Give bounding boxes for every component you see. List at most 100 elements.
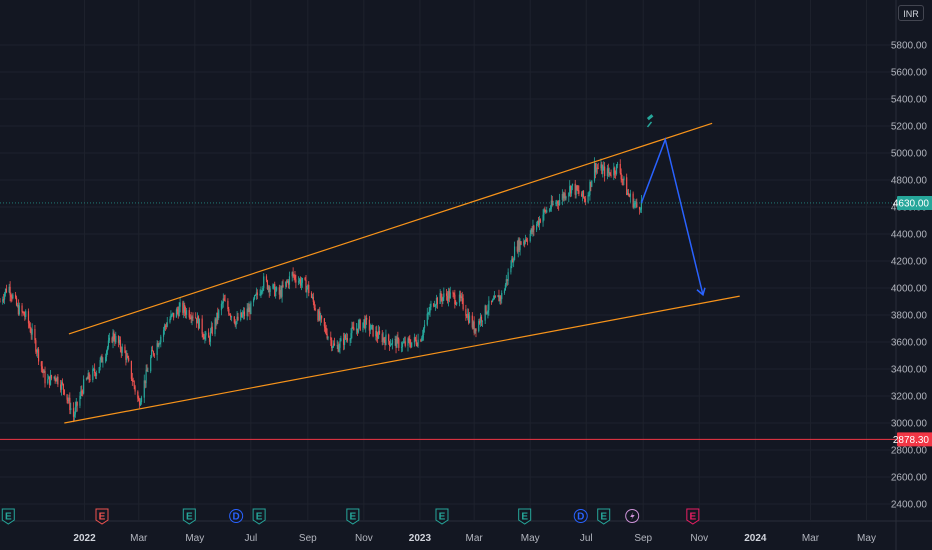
candle-body bbox=[23, 312, 25, 316]
event-earnings-icon[interactable]: E bbox=[95, 508, 109, 525]
event-earnings-icon[interactable]: E bbox=[346, 508, 360, 525]
candle-body bbox=[301, 277, 303, 283]
candle-body bbox=[375, 331, 377, 337]
price-axis[interactable]: 5800.00 5600.00 5400.00 5200.00 5000.00 4800.… bbox=[891, 41, 928, 511]
candle-body bbox=[67, 399, 69, 401]
candle-body bbox=[369, 329, 371, 331]
candle-body bbox=[312, 296, 314, 302]
candle-body bbox=[60, 382, 63, 390]
candle-body bbox=[75, 401, 77, 408]
candle-body bbox=[286, 281, 288, 283]
candle-body bbox=[397, 337, 399, 340]
candle-body bbox=[462, 298, 464, 310]
candle-body bbox=[523, 241, 525, 245]
candle-body bbox=[288, 276, 291, 285]
event-earnings-icon[interactable]: E bbox=[252, 508, 266, 525]
candle-body bbox=[273, 284, 275, 286]
event-earnings-icon[interactable]: E bbox=[435, 508, 449, 525]
candle-body bbox=[601, 164, 603, 174]
candle-body bbox=[537, 221, 540, 226]
candle-body bbox=[28, 323, 31, 327]
candle-body bbox=[196, 316, 199, 324]
event-badge-letter: D bbox=[233, 512, 240, 523]
candle-body bbox=[18, 305, 20, 315]
candle-body bbox=[83, 379, 85, 394]
candle-body bbox=[517, 239, 519, 252]
candle-body bbox=[426, 313, 428, 325]
candle-body bbox=[263, 276, 265, 288]
candle-body bbox=[442, 297, 444, 302]
candle-body bbox=[414, 337, 416, 340]
currency-label[interactable]: INR bbox=[898, 5, 924, 21]
candle-body bbox=[557, 201, 559, 204]
candle-body bbox=[590, 181, 592, 187]
lightning-glyph bbox=[630, 512, 635, 520]
candle-body bbox=[356, 328, 359, 333]
candle-body bbox=[94, 368, 96, 373]
channel-upper-line[interactable] bbox=[68, 122, 713, 335]
candle-body bbox=[633, 203, 635, 208]
candle-body bbox=[291, 272, 293, 277]
candle-body bbox=[622, 179, 624, 181]
candle-body bbox=[262, 287, 264, 292]
time-tick-label: Jul bbox=[580, 533, 593, 544]
event-badge-shape bbox=[597, 508, 611, 525]
candle-body bbox=[281, 285, 283, 297]
event-split-icon[interactable] bbox=[625, 509, 640, 523]
candle-body bbox=[344, 335, 347, 339]
candle-body bbox=[198, 318, 200, 329]
candle-body bbox=[501, 293, 503, 300]
candle-body bbox=[391, 340, 393, 345]
candle-body bbox=[589, 181, 591, 195]
candle-body bbox=[132, 380, 134, 382]
candle-body bbox=[99, 360, 101, 368]
pin-marker-icon[interactable] bbox=[646, 114, 654, 128]
event-earnings-icon[interactable]: E bbox=[597, 508, 611, 525]
candle-body bbox=[133, 381, 135, 387]
candle-body bbox=[279, 290, 281, 295]
candle-body bbox=[604, 166, 606, 177]
candle-body bbox=[600, 164, 602, 169]
event-earnings-icon[interactable]: E bbox=[1, 508, 15, 525]
candle-body bbox=[249, 307, 251, 315]
event-earnings-icon[interactable]: E bbox=[182, 508, 196, 525]
candle-body bbox=[607, 168, 609, 173]
event-dividend-icon[interactable]: D bbox=[229, 509, 244, 523]
time-axis[interactable]: 2022 Mar May Jul Sep Nov 2023 Mar May Jul Sep Nov 20… bbox=[73, 533, 876, 544]
candle-body bbox=[156, 343, 158, 355]
candle-body bbox=[107, 340, 110, 348]
candle-body bbox=[606, 168, 608, 177]
candle-body bbox=[602, 168, 604, 174]
candle-body bbox=[497, 295, 499, 298]
channel-lower-line[interactable] bbox=[64, 295, 740, 424]
candle-body bbox=[377, 330, 380, 339]
event-earnings-icon[interactable]: E bbox=[518, 508, 532, 525]
candle-body bbox=[615, 173, 617, 175]
candle-body bbox=[49, 376, 51, 385]
candle-body bbox=[275, 287, 278, 291]
candle-body bbox=[208, 337, 211, 342]
candle-body bbox=[308, 284, 310, 293]
candle-body bbox=[22, 311, 24, 313]
candle-body bbox=[621, 179, 623, 180]
candle-body bbox=[269, 288, 271, 293]
event-earnings-icon[interactable]: E bbox=[686, 508, 700, 525]
drawing-layer[interactable] bbox=[0, 114, 896, 440]
candle-body bbox=[41, 366, 43, 370]
candle-body bbox=[79, 395, 81, 406]
event-badge-shape bbox=[1, 508, 15, 525]
candle-body bbox=[627, 193, 630, 195]
candle-body bbox=[626, 177, 628, 195]
candle-body bbox=[82, 391, 84, 394]
candle-body bbox=[453, 293, 455, 295]
candle-body bbox=[499, 296, 501, 302]
projection-path[interactable] bbox=[640, 136, 704, 295]
candle-body bbox=[177, 311, 179, 317]
event-badge-shape bbox=[435, 508, 449, 525]
event-dividend-icon[interactable]: D bbox=[573, 509, 588, 523]
price-tick-label: 2400.00 bbox=[891, 500, 928, 511]
candle-body bbox=[295, 279, 297, 283]
candle-body bbox=[346, 338, 348, 341]
